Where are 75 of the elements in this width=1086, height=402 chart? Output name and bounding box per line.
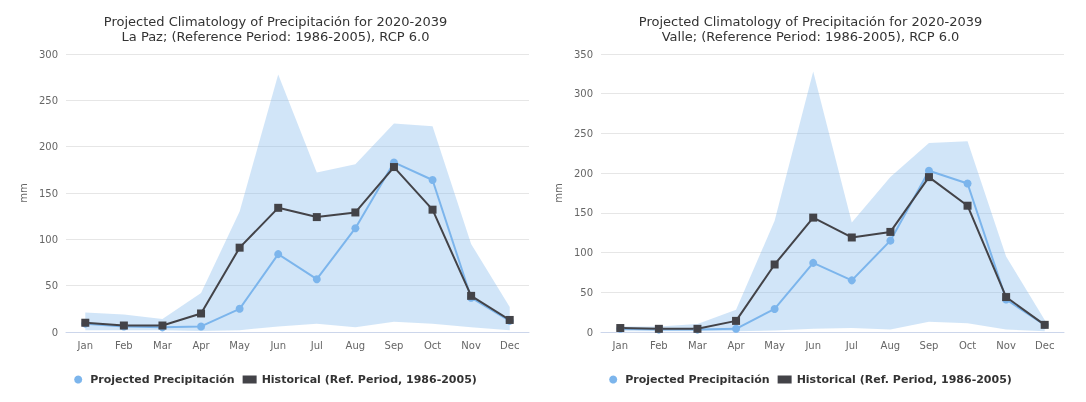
legend-label: Projected Precipitación: [625, 373, 770, 386]
point: [924, 173, 933, 182]
x-tick-label: Feb: [115, 339, 133, 351]
y-tick-label: 100: [573, 247, 593, 259]
legend-label: Historical (Ref. Period, 1986-2005): [796, 373, 1012, 386]
y-tick-label: 0: [586, 326, 593, 338]
point: [235, 304, 244, 313]
y-axis-title: mm: [17, 183, 29, 203]
point: [428, 176, 437, 185]
x-tick-label: May: [764, 339, 786, 351]
x-tick-label: Dec: [500, 339, 520, 351]
y-tick-label: 50: [45, 280, 58, 292]
point: [770, 260, 779, 269]
point: [274, 250, 283, 259]
y-axis-title: mm: [552, 183, 564, 203]
chart-title: Projected Climatology of Precipitación for 2020-2039: [638, 14, 983, 29]
x-tick-label: Jan: [76, 339, 93, 351]
point: [389, 163, 398, 172]
point: [197, 309, 206, 318]
y-tick-label: 300: [38, 48, 58, 60]
x-tick-label: Oct: [958, 339, 977, 351]
x-tick-label: May: [229, 339, 251, 351]
x-tick-label: Nov: [996, 339, 1016, 351]
point: [886, 236, 895, 245]
legend-label: Historical (Ref. Period, 1986-2005): [261, 373, 477, 386]
chart-subtitle: Valle; (Reference Period: 1986-2005), RCP 6.0: [661, 29, 960, 44]
x-tick-label: Oct: [423, 339, 442, 351]
x-tick-label: Jul: [309, 339, 323, 351]
x-tick-label: Feb: [650, 339, 668, 351]
point: [351, 224, 360, 233]
x-tick-label: Sep: [919, 339, 939, 351]
y-tick-label: 350: [573, 48, 593, 60]
x-tick-label: Aug: [345, 339, 366, 351]
x-tick-label: Mar: [688, 339, 708, 351]
point: [770, 304, 779, 313]
y-tick-label: 50: [580, 286, 593, 298]
point: [351, 208, 360, 217]
chart-subtitle: La Paz; (Reference Period: 1986-2005), RCP 6.0: [121, 29, 430, 44]
x-tick-label: Jan: [611, 339, 628, 351]
point: [847, 276, 856, 285]
point: [809, 213, 818, 222]
x-tick-label: Jun: [269, 339, 287, 351]
point: [312, 213, 321, 222]
point: [428, 205, 437, 214]
point: [732, 324, 741, 333]
x-tick-label: Sep: [384, 339, 404, 351]
point: [886, 227, 895, 236]
point: [963, 179, 972, 188]
point: [197, 322, 206, 331]
x-tick-label: Jun: [804, 339, 822, 351]
x-tick-label: Jul: [844, 339, 858, 351]
point: [963, 201, 972, 210]
y-tick-label: 100: [38, 233, 58, 245]
point: [732, 316, 741, 325]
x-tick-label: Nov: [461, 339, 481, 351]
chart-title: Projected Climatology of Precipitación for 2020-2039: [103, 14, 448, 29]
x-tick-label: Apr: [727, 339, 746, 351]
x-tick-label: Apr: [192, 339, 211, 351]
point: [312, 275, 321, 284]
y-tick-label: 150: [573, 207, 593, 219]
y-tick-label: 200: [573, 167, 593, 179]
x-tick-label: Aug: [880, 339, 901, 351]
x-tick-label: Dec: [1035, 339, 1055, 351]
y-tick-label: 250: [38, 94, 58, 106]
y-tick-label: 300: [573, 88, 593, 100]
y-tick-label: 250: [573, 127, 593, 139]
point: [847, 233, 856, 242]
point: [274, 203, 283, 212]
y-tick-label: 150: [38, 187, 58, 199]
y-tick-label: 0: [51, 326, 58, 338]
y-tick-label: 200: [38, 141, 58, 153]
point: [235, 243, 244, 252]
point: [809, 258, 818, 267]
legend-label: Projected Precipitación: [90, 373, 235, 386]
x-tick-label: Mar: [153, 339, 173, 351]
